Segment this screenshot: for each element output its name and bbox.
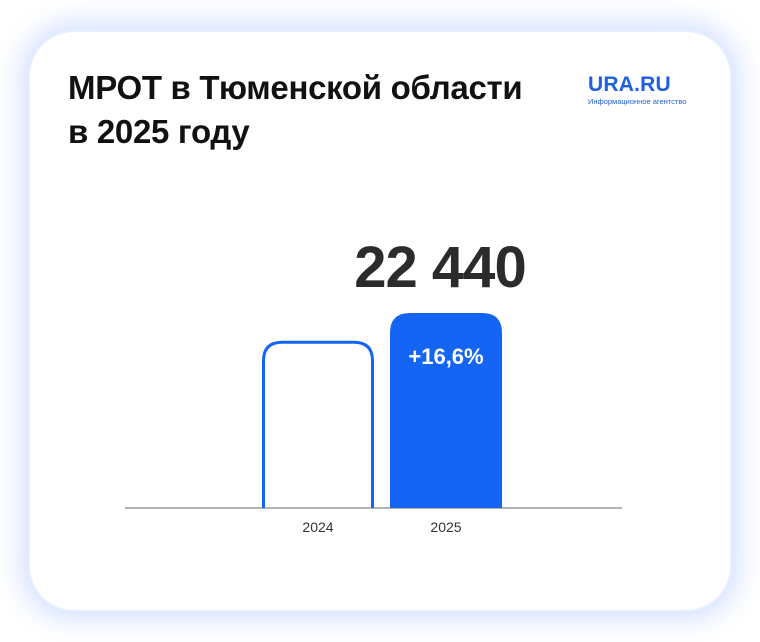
title-line-2: в 2025 году [68,113,250,150]
bar-2025-change-label: +16,6% [408,344,483,369]
chart-title: МРОТ в Тюменской области в 2025 году [68,66,568,154]
infographic-card [30,32,730,610]
logo-name: URA.RU [588,73,671,96]
bar-2025 [390,313,502,508]
bar-2025-value-label: 22 440 [354,235,525,300]
x-tick-label-2025: 2025 [430,519,461,535]
logo-tagline: Информационное агентство [588,97,687,106]
title-line-1: МРОТ в Тюменской области [68,69,523,106]
ura-ru-logo: URA.RU Информационное агентство [588,73,698,107]
x-tick-label-2024: 2024 [302,519,333,535]
bar-2024 [262,340,374,508]
